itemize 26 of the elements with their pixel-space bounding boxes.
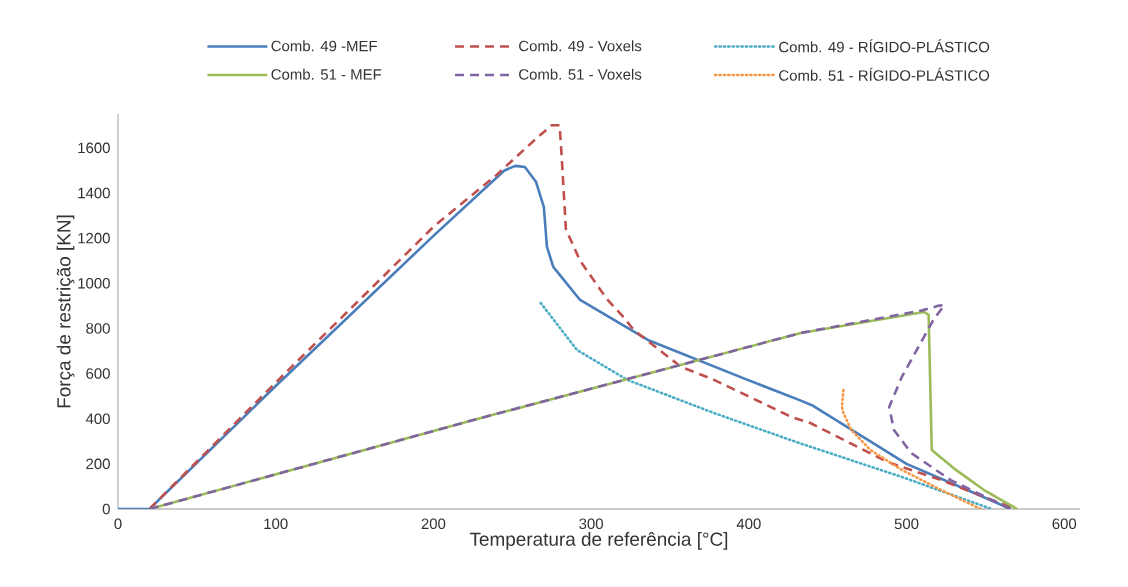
- line-series: [539, 301, 993, 509]
- x-tick-label: 300: [579, 518, 603, 530]
- x-tick-label: 600: [1052, 518, 1077, 530]
- y-tick-label: 1200: [78, 232, 110, 244]
- legend-label: Comb. 51 - MEF: [271, 68, 382, 80]
- x-tick-label: 500: [894, 518, 919, 530]
- y-tick-label: 800: [86, 323, 110, 334]
- x-tick-label: 200: [421, 518, 446, 530]
- x-tick-label: 100: [264, 518, 288, 530]
- legend-label: Comb. 49 - Voxels: [519, 40, 642, 52]
- y-tick-label: 200: [86, 458, 110, 470]
- y-axis-title: Força de restrição [KN]: [56, 215, 75, 408]
- x-tick-label: 0: [114, 518, 122, 530]
- y-tick-label: 0: [102, 503, 110, 515]
- legend-label: Comb. 49 -MEF: [271, 40, 377, 52]
- y-tick-label: 1600: [78, 142, 110, 154]
- x-tick-label: 400: [736, 518, 761, 530]
- y-tick-label: 1000: [78, 277, 110, 289]
- y-tick-label: 400: [85, 413, 110, 424]
- legend-label: Comb. 51 - RÍGIDO-PLÁSTICO: [779, 67, 990, 81]
- line-series: [840, 388, 982, 509]
- y-tick-label: 600: [86, 368, 110, 379]
- legend-label: Comb. 49 - RÍGIDO-PLÁSTICO: [779, 39, 990, 53]
- y-tick-label: 1400: [78, 187, 110, 199]
- x-axis-title: Temperatura de referência [°C]: [469, 531, 728, 550]
- legend-label: Comb. 51 - Voxels: [519, 68, 642, 80]
